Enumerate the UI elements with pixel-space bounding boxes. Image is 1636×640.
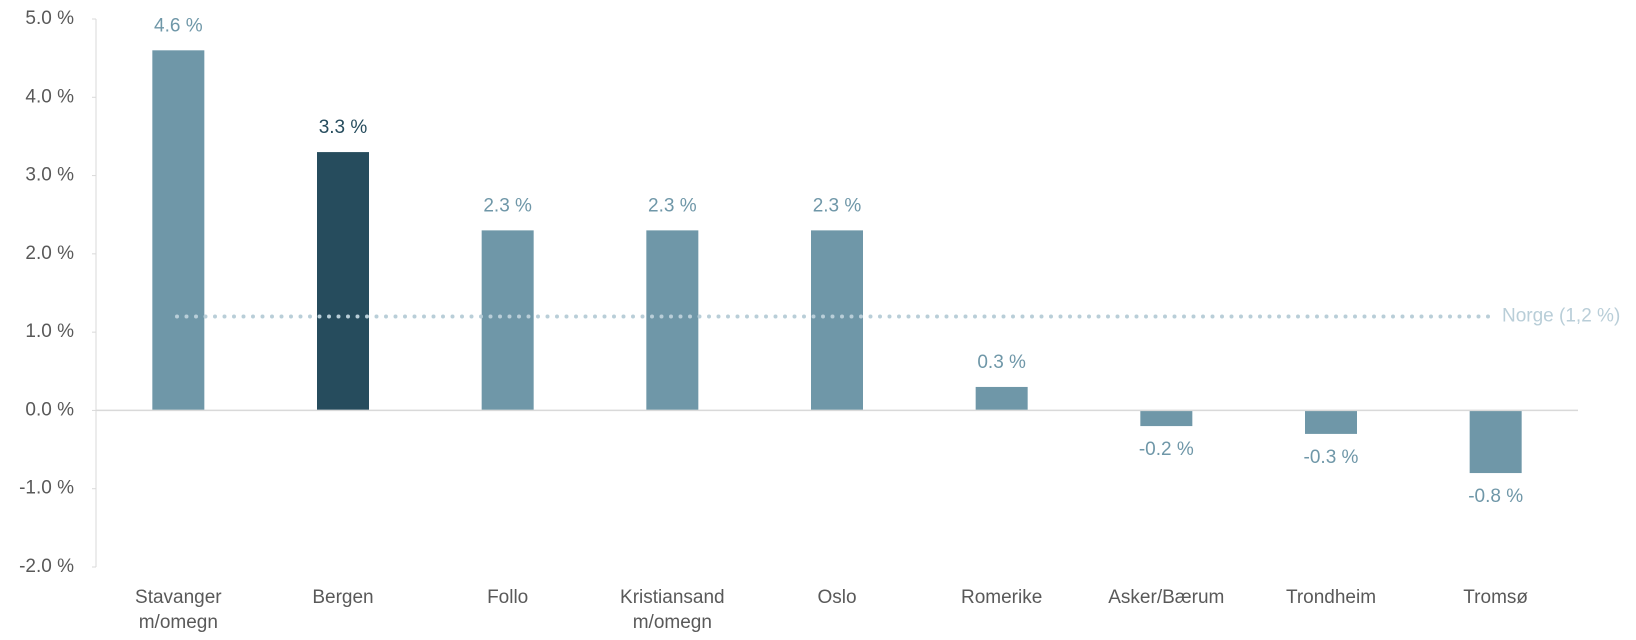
x-tick-label: Bergen <box>312 587 374 608</box>
bar <box>1305 410 1357 434</box>
y-tick-label: -2.0 % <box>19 556 74 577</box>
data-label: 2.3 % <box>648 195 697 216</box>
data-label: 2.3 % <box>813 195 862 216</box>
data-label: -0.2 % <box>1139 439 1194 460</box>
y-tick-label: 2.0 % <box>25 243 74 264</box>
bar <box>811 230 863 411</box>
x-tick-label: Follo <box>487 587 529 608</box>
data-label: 0.3 % <box>977 352 1026 373</box>
bar <box>317 152 369 411</box>
bar <box>1140 410 1193 427</box>
data-label: 4.6 % <box>154 15 203 36</box>
bar <box>152 50 205 411</box>
data-label: 2.3 % <box>483 195 532 216</box>
bar <box>481 230 534 411</box>
y-tick-label: 3.0 % <box>25 165 74 186</box>
data-label: -0.8 % <box>1468 486 1523 507</box>
x-tick-label: Trondheim <box>1285 587 1377 608</box>
x-tick-label: Asker/Bærum <box>1108 587 1225 608</box>
y-tick-label: 1.0 % <box>25 321 74 342</box>
x-tick-label: Oslo <box>817 587 857 608</box>
x-tick-label: Kristiansand m/omegn <box>620 587 725 633</box>
y-tick-label: 0.0 % <box>25 399 74 420</box>
bar <box>975 386 1028 411</box>
x-tick-label: Stavanger m/omegn <box>135 587 222 633</box>
y-tick-label: -1.0 % <box>19 478 74 499</box>
x-tick-label: Tromsø <box>1463 587 1529 608</box>
y-tick-label: 5.0 % <box>25 8 74 29</box>
data-label: -0.3 % <box>1304 447 1359 468</box>
data-label: 3.3 % <box>319 117 368 138</box>
bar <box>1469 410 1522 474</box>
y-tick-label: 4.0 % <box>25 86 74 107</box>
x-tick-label: Romerike <box>961 587 1043 608</box>
reference-label: Norge (1,2 %) <box>1502 306 1620 327</box>
bar <box>646 230 699 411</box>
